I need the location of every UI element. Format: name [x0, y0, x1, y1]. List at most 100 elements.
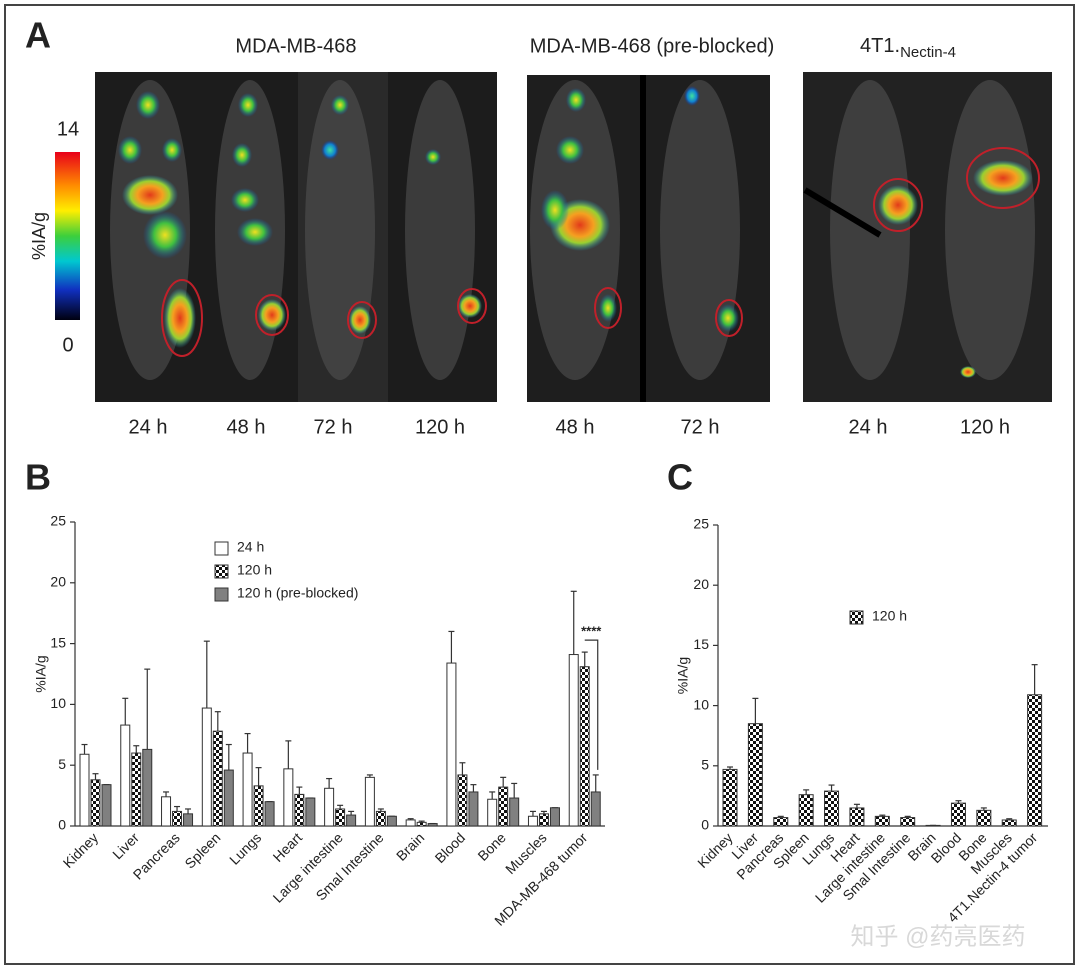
bar [849, 807, 865, 827]
group-title: 4T1.Nectin-4 [860, 35, 956, 61]
bar [101, 784, 112, 827]
legend-swatch [214, 587, 229, 602]
time-label: 48 h [556, 416, 595, 438]
bar [538, 813, 549, 827]
time-label: 72 h [681, 416, 720, 438]
x-tick-label: Spleen [181, 829, 223, 871]
bar [335, 808, 346, 827]
bar [468, 791, 479, 827]
imaging-panels [95, 72, 1052, 402]
y-tick-label: 20 [693, 576, 709, 592]
bar [405, 819, 416, 827]
y-tick-label: 0 [701, 817, 709, 833]
x-tick-label: Lungs [226, 829, 264, 867]
bar [1001, 819, 1017, 827]
time-label: 48 h [227, 416, 266, 438]
y-tick-label: 20 [50, 574, 66, 590]
time-label: 120 h [960, 416, 1010, 438]
x-tick-label: Bone [474, 829, 509, 864]
y-tick-label: 15 [693, 636, 709, 652]
y-tick-label: 25 [693, 516, 709, 532]
bar [925, 824, 941, 827]
legend-label: 120 h [237, 562, 272, 578]
bar [223, 769, 234, 827]
time-label: 24 h [129, 416, 168, 438]
bar [416, 821, 427, 827]
colorbar-label: %IA/g [29, 212, 49, 260]
bar [798, 794, 814, 827]
bar [747, 723, 763, 827]
bar [253, 785, 264, 827]
bar [305, 797, 316, 827]
bar [824, 790, 840, 827]
time-label: 120 h [415, 416, 465, 438]
y-tick-label: 25 [50, 513, 66, 529]
x-tick-label: Blood [432, 829, 469, 866]
bar [283, 768, 294, 827]
watermark: 知乎 @药亮医药 [850, 923, 1025, 950]
bar [142, 748, 153, 827]
bar [976, 809, 992, 827]
bar [212, 730, 223, 827]
group-title: MDA-MB-468 (pre-blocked) [530, 35, 775, 57]
colorbar-min: 0 [62, 334, 73, 356]
y-axis-label: %IA/g [675, 657, 691, 694]
panel-label: B [25, 457, 51, 498]
y-tick-label: 15 [50, 634, 66, 650]
bar [722, 768, 738, 827]
y-axis-label: %IA/g [33, 655, 49, 692]
time-label: 72 h [314, 416, 353, 438]
bar [79, 753, 90, 827]
bar [90, 779, 101, 827]
bar [950, 802, 966, 827]
bar [590, 791, 601, 827]
bar [527, 815, 538, 827]
x-tick-label: Kidney [60, 829, 102, 871]
bar [568, 654, 579, 827]
legend-label: 120 h (pre-blocked) [237, 585, 358, 601]
bar [161, 796, 172, 827]
y-tick-label: 10 [693, 696, 709, 712]
panel-label: C [667, 457, 693, 498]
bar [201, 707, 212, 827]
bar [120, 724, 131, 827]
bar [131, 752, 142, 827]
x-tick-label: Large intestine [270, 829, 346, 905]
bar [294, 793, 305, 827]
group-title-main: 4T1. [860, 35, 900, 57]
frame [4, 4, 1075, 965]
legend-label: 120 h [872, 608, 907, 624]
group-title: MDA-MB-468 [235, 35, 356, 57]
y-tick-label: 5 [701, 757, 709, 773]
colorbar-max: 14 [57, 118, 79, 140]
significance-bracket [584, 639, 599, 770]
bar [487, 798, 498, 827]
bar [324, 787, 335, 827]
colorbar: 14 0 %IA/g [29, 118, 80, 356]
bar [386, 815, 397, 827]
legend-swatch [214, 564, 229, 579]
y-tick-label: 5 [58, 756, 66, 772]
bar [446, 662, 457, 827]
x-tick-label: Heart [270, 829, 306, 865]
y-tick-label: 10 [50, 695, 66, 711]
bar [172, 810, 183, 827]
panel-label: A [25, 15, 51, 56]
legend-swatch [214, 541, 229, 556]
annotation: **** [581, 624, 602, 639]
bar [498, 786, 509, 827]
group-title-sub: Nectin-4 [900, 44, 956, 61]
x-tick-label: Brain [393, 829, 427, 863]
x-tick-label: Liver [109, 829, 142, 862]
bar [509, 797, 520, 827]
bar [900, 817, 916, 827]
time-label: 24 h [849, 416, 888, 438]
bar [874, 815, 890, 827]
colorbar-gradient [55, 152, 80, 320]
bar [346, 814, 357, 827]
bar [1027, 694, 1043, 827]
legend-label: 24 h [237, 539, 264, 555]
bar [375, 810, 386, 827]
bar [549, 807, 560, 827]
